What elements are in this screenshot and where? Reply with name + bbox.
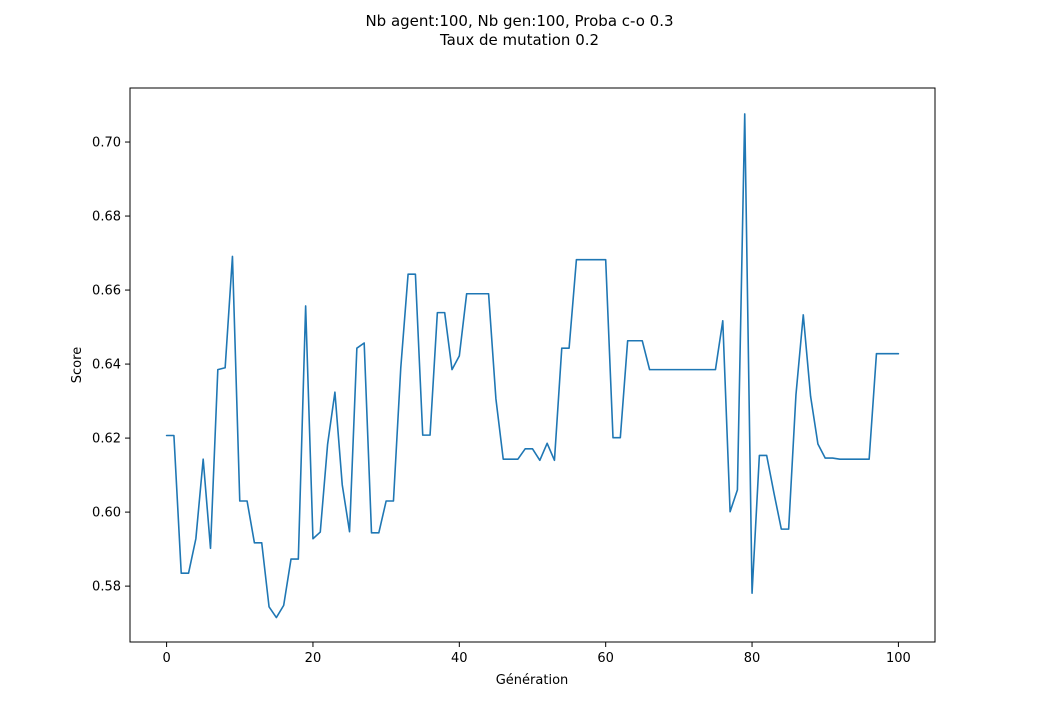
chart-title-line-2: Taux de mutation 0.2 [439,31,599,49]
y-tick-label-5: 0.68 [92,210,121,225]
x-tick-label-3: 60 [597,651,614,666]
x-tick-label-2: 40 [451,651,468,666]
y-tick-label-4: 0.66 [92,284,121,299]
y-tick-label-2: 0.62 [92,432,121,447]
x-axis-label: Génération [496,673,569,688]
chart-title-line-1: Nb agent:100, Nb gen:100, Proba c-o 0.3 [365,12,673,30]
y-tick-label-0: 0.58 [92,580,121,595]
y-tick-label-6: 0.70 [92,136,121,151]
series-line-0 [165,113,900,619]
y-tick-label-3: 0.64 [92,358,121,373]
y-axis-label: Score [70,347,85,383]
plot-area: 0 20 40 60 80 100 0.58 0.60 0.62 0.64 0.66 0.68 0.70 [92,87,936,666]
x-tick-label-0: 0 [162,651,170,666]
plot-frame [129,87,936,643]
x-tick-label-4: 80 [744,651,761,666]
x-tick-label-5: 100 [886,651,911,666]
x-tick-label-1: 20 [305,651,322,666]
y-tick-label-1: 0.60 [92,506,121,521]
